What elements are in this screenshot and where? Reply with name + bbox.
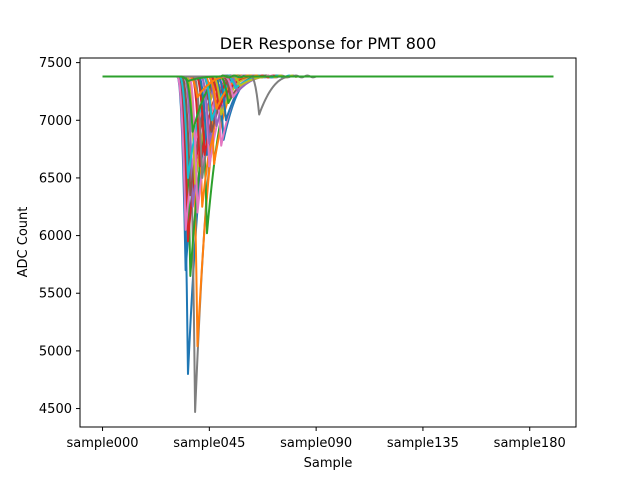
x-tick-label: sample090 [280,436,352,451]
y-axis-label: ADC Count [16,207,31,278]
y-tick-label: 7500 [39,56,72,71]
y-axis: 4500 5000 5500 6000 6500 7000 7500 [39,56,80,417]
x-tick-label: sample000 [67,436,139,451]
series-line [102,74,554,83]
x-tick-label: sample135 [387,436,459,451]
x-tick-label: sample180 [494,436,566,451]
y-tick-label: 6000 [39,229,72,244]
y-tick-label: 4500 [39,402,72,417]
chart-title: DER Response for PMT 800 [220,34,437,53]
x-axis-label: Sample [304,456,353,471]
y-tick-label: 6500 [39,171,72,186]
plot-area [102,74,554,414]
x-tick-label: sample045 [173,436,245,451]
plot-frame [79,57,577,428]
x-axis: sample000 sample045 sample090 sample135 samp… [67,427,566,451]
y-tick-label: 7000 [39,114,72,129]
series-group [102,74,554,414]
y-tick-label: 5000 [39,344,72,359]
y-tick-label: 5500 [39,287,72,302]
